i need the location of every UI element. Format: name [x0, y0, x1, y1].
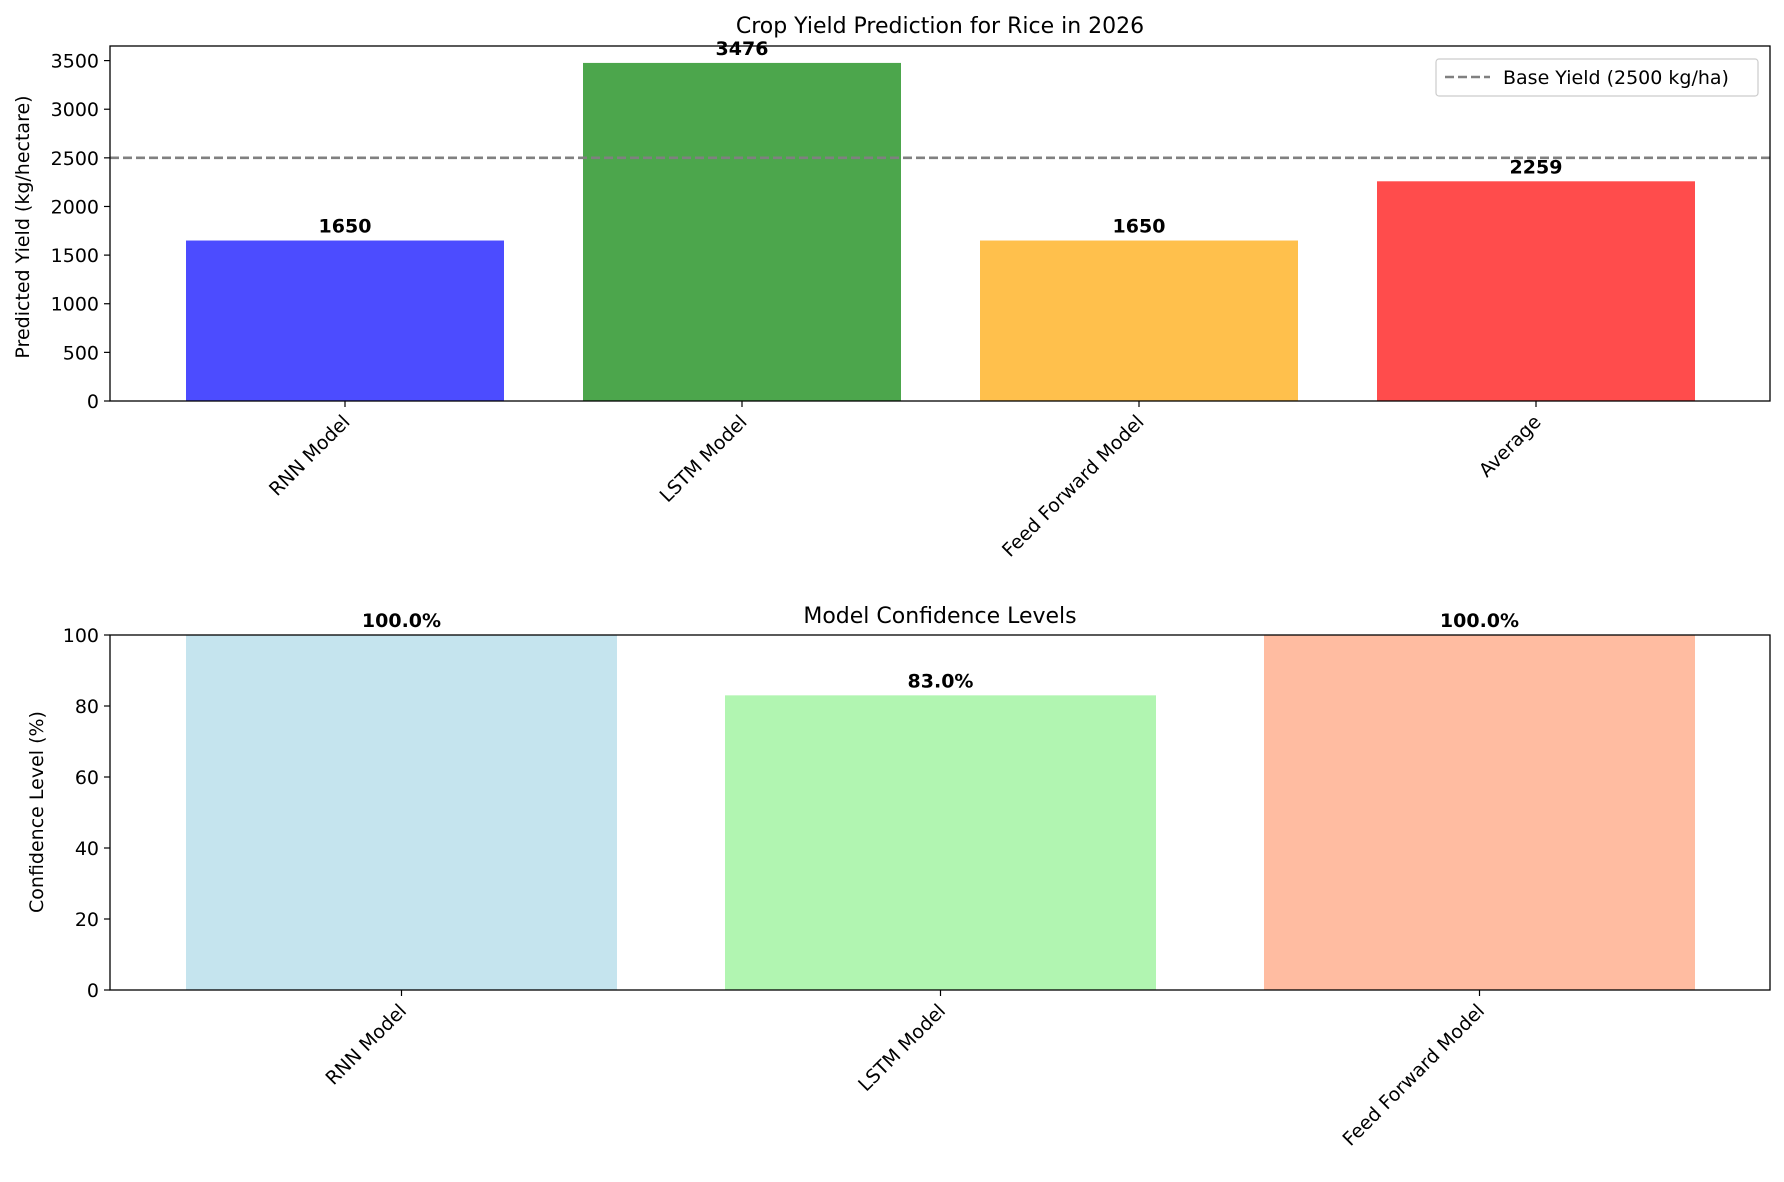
bar-rnn-model: [186, 635, 617, 990]
bar-lstm-model: [583, 62, 901, 402]
confidence-chart: Model Confidence Levels Confidence Level…: [26, 604, 1771, 1151]
y-tick-label-1000: 1000: [51, 294, 99, 316]
yield-chart-bars: [186, 62, 1695, 402]
bar-average: [1377, 181, 1695, 401]
y-tick-label-80: 80: [75, 696, 99, 718]
value-label-rnn-model: 1650: [319, 216, 372, 238]
y-tick-label-0: 0: [87, 980, 99, 1002]
bar-lstm-model: [725, 695, 1156, 990]
yield-chart-title: Crop Yield Prediction for Rice in 2026: [736, 14, 1144, 39]
legend-entry-base-yield: Base Yield (2500 kg/ha): [1503, 67, 1729, 89]
confidence-chart-y-ticks: 0 20 40 60 80 100: [63, 625, 110, 1002]
yield-chart-legend: Base Yield (2500 kg/ha): [1435, 58, 1759, 97]
value-label-lstm-model: 3476: [716, 38, 769, 60]
value-label-feed-forward-model: 100.0%: [1440, 610, 1519, 632]
yield-chart-y-axis-label: Predicted Yield (kg/hectare): [12, 95, 34, 358]
y-tick-label-2500: 2500: [51, 148, 99, 170]
confidence-chart-title: Model Confidence Levels: [803, 604, 1076, 629]
y-tick-label-2000: 2000: [51, 196, 99, 218]
confidence-chart-y-axis-label: Confidence Level (%): [26, 711, 48, 913]
y-tick-label-100: 100: [63, 625, 99, 647]
confidence-chart-bars: [186, 635, 1695, 990]
bar-rnn-model: [186, 240, 504, 401]
y-tick-label-0: 0: [87, 391, 99, 413]
y-tick-label-3500: 3500: [51, 51, 99, 73]
value-label-lstm-model: 83.0%: [908, 670, 974, 692]
y-tick-label-20: 20: [75, 909, 99, 931]
yield-chart-y-ticks: 0 500 1000 1500 2000 2500 3000 3500: [51, 51, 110, 413]
y-tick-label-40: 40: [75, 838, 99, 860]
yield-chart-plot-frame: [109, 45, 1771, 402]
y-tick-label-1500: 1500: [51, 245, 99, 267]
confidence-chart-plot-frame: [109, 634, 1771, 991]
value-label-feed-forward-model: 1650: [1113, 216, 1166, 238]
value-label-average: 2259: [1510, 156, 1563, 178]
value-label-rnn-model: 100.0%: [362, 610, 441, 632]
y-tick-label-500: 500: [63, 342, 99, 364]
legend-frame: [1435, 58, 1759, 97]
bar-feed-forward-model: [1264, 635, 1695, 990]
bar-feed-forward-model: [980, 240, 1298, 401]
y-tick-label-3000: 3000: [51, 99, 99, 121]
y-tick-label-60: 60: [75, 767, 99, 789]
yield-chart-value-labels: 1650 3476 1650 2259: [319, 38, 1563, 238]
confidence-chart-value-labels: 100.0% 83.0% 100.0%: [362, 610, 1519, 692]
